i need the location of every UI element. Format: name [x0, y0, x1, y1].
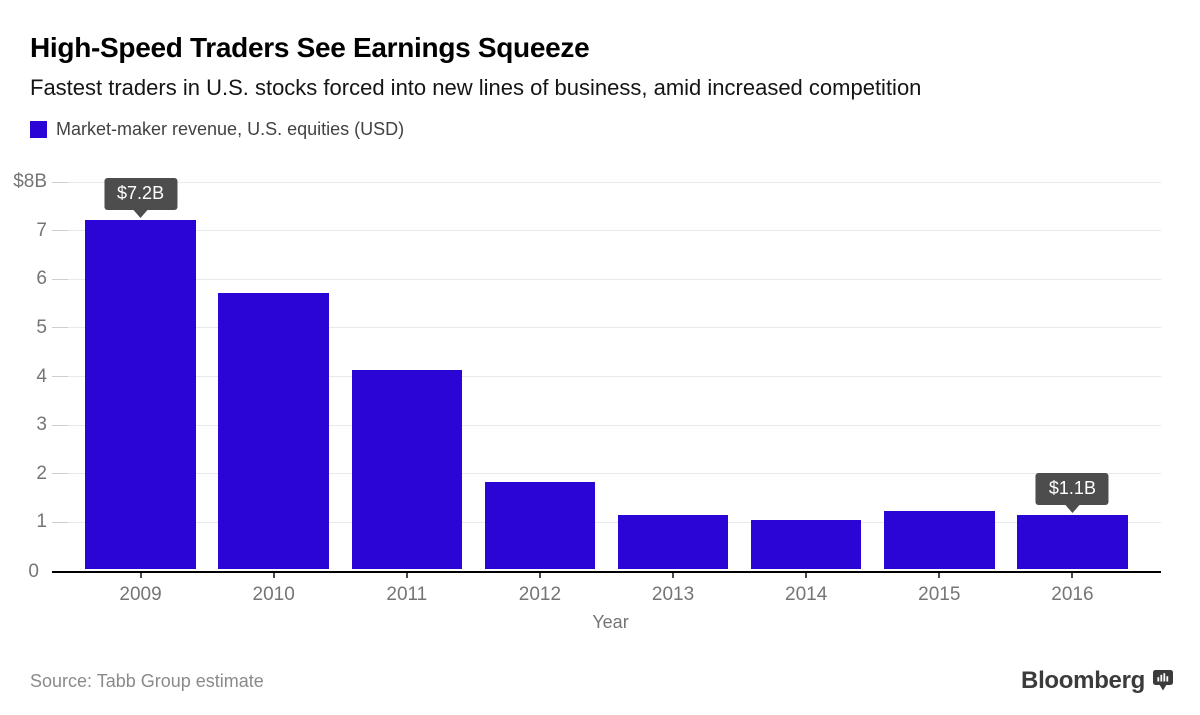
bar-2009 [85, 220, 196, 569]
x-axis-baseline: 0 [28, 561, 1161, 582]
x-axis-title: Year [592, 611, 629, 632]
x-axis-tick [405, 570, 408, 578]
y-axis-tick [52, 230, 68, 232]
x-tick-label-2009: 2009 [74, 570, 207, 606]
x-tick-label-2016: 2016 [1006, 570, 1139, 606]
x-tick-label-2013: 2013 [607, 570, 740, 606]
plot-area: $8B 7 6 5 4 3 2 1 0 $7.2B $1.1B [13, 171, 1161, 582]
x-axis-tick [938, 570, 941, 578]
bar-slot-2012 [473, 182, 606, 569]
bar-slot-2015 [873, 182, 1006, 569]
y-axis-tick [52, 473, 68, 475]
gridline: 6 [36, 268, 1161, 289]
y-tick-label: 0 [28, 560, 39, 582]
bar-slot-2014 [740, 182, 873, 569]
x-axis-tick [538, 570, 541, 578]
bloomberg-bug-icon [1153, 670, 1173, 691]
y-tick-label: 6 [36, 268, 47, 290]
legend-swatch-icon [30, 120, 47, 138]
legend: Market-maker revenue, U.S. equities (USD… [30, 119, 1170, 140]
x-tick-label-2011: 2011 [340, 570, 473, 606]
page-title: High-Speed Traders See Earnings Squeeze [30, 32, 590, 63]
y-axis-tick [52, 278, 68, 280]
gridline: 7 [36, 220, 1161, 241]
y-axis-tick [52, 181, 68, 183]
bar-slot-2016: $1.1B [1006, 182, 1139, 569]
bars-row: $7.2B $1.1B [60, 178, 1161, 569]
legend-label: Market-maker revenue, U.S. equities (USD… [56, 118, 405, 139]
y-tick-label: 7 [36, 219, 47, 241]
bloomberg-logo: Bloomberg [1021, 667, 1173, 695]
y-axis-tick [52, 424, 68, 426]
y-axis-tick [52, 376, 68, 378]
bar-slot-2011 [340, 182, 473, 569]
revenue-bar-chart: $8B 7 6 5 4 3 2 1 0 $7.2B $1.1B 2009 2010 2011 2012 20… [13, 171, 1161, 633]
callout-arrow-icon [133, 210, 148, 219]
source-note: Source: Tabb Group estimate [30, 670, 264, 691]
page-subtitle: Fastest traders in U.S. stocks forced in… [30, 75, 922, 101]
x-axis-tick [272, 570, 275, 578]
gridline: 3 [36, 414, 1161, 435]
bar-2011 [351, 370, 463, 569]
bar-slot-2013 [607, 182, 740, 569]
x-tick-label-2015: 2015 [873, 570, 1006, 606]
bar-2010 [218, 292, 329, 569]
bar-2014 [750, 520, 862, 569]
value-callout-2016: $1.1B [1035, 473, 1109, 514]
y-tick-label: $8B [13, 171, 47, 193]
x-axis-tick [139, 570, 142, 578]
x-tick-label-2012: 2012 [473, 570, 606, 606]
gridline: 1 [36, 511, 1161, 532]
bar-slot-2009: $7.2B [74, 178, 207, 569]
gridline: 5 [36, 317, 1161, 338]
gridline: $8B [13, 171, 1161, 192]
callout-arrow-icon [1065, 505, 1080, 514]
y-tick-label: 4 [36, 365, 47, 387]
y-axis-tick [52, 521, 68, 523]
x-axis-tick [1071, 570, 1074, 578]
bar-2013 [617, 515, 729, 569]
y-axis-tick [52, 327, 68, 329]
y-tick-label: 2 [36, 462, 47, 484]
x-axis-labels: 2009 2010 2011 2012 2013 2014 2015 2016 [60, 570, 1161, 606]
bar-2016 [1017, 515, 1128, 569]
x-axis-tick [805, 570, 808, 578]
bar-2015 [884, 510, 995, 569]
gridline: 4 [36, 366, 1161, 387]
y-tick-label: 5 [36, 316, 47, 338]
bar-2012 [484, 481, 596, 569]
x-axis-tick [672, 570, 675, 578]
gridline: 2 [36, 463, 1161, 484]
y-tick-label: 3 [36, 414, 47, 436]
value-callout-2009: $7.2B [104, 178, 178, 219]
x-tick-label-2014: 2014 [740, 570, 873, 606]
x-tick-label-2010: 2010 [207, 570, 340, 606]
bloomberg-wordmark: Bloomberg [1021, 667, 1145, 694]
bar-slot-2010 [207, 182, 340, 569]
y-tick-label: 1 [36, 511, 47, 533]
chart-footer: Source: Tabb Group estimate Bloomberg [30, 667, 1173, 695]
chart-header: High-Speed Traders See Earnings Squeeze … [0, 0, 1200, 140]
